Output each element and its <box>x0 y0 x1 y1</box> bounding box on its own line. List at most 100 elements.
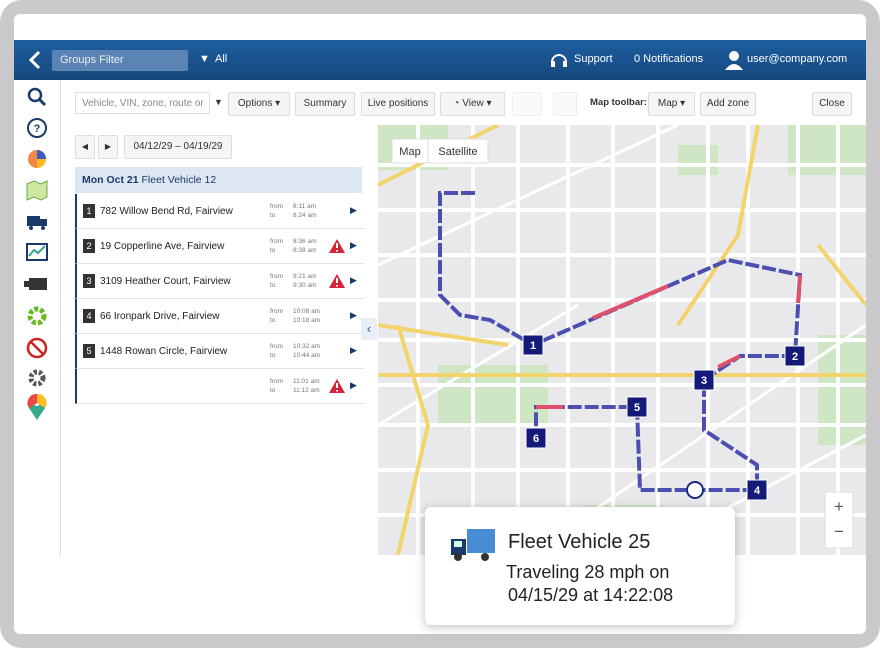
route-alert-segments <box>536 274 802 409</box>
user-account[interactable]: user@company.com <box>747 53 848 65</box>
button-label: Options <box>237 98 273 109</box>
support-link[interactable]: Support <box>574 53 613 65</box>
warning-icon <box>329 239 345 253</box>
stop-marker[interactable] <box>522 334 544 356</box>
top-bar: Groups Filter ▼ All Support 0 Notificati… <box>14 40 866 80</box>
close-button[interactable]: Close <box>812 92 852 116</box>
nav-icon[interactable]: ? <box>27 118 47 138</box>
from-time: 8:36 am <box>293 238 317 245</box>
stop-marker[interactable] <box>525 427 547 449</box>
user-icon <box>725 51 743 70</box>
view-button[interactable]: ◔ View ▾ <box>440 92 505 116</box>
day-header: Mon Oct 21 Fleet Vehicle 12 <box>75 167 362 193</box>
to-time: 10:18 am <box>293 317 321 324</box>
nav-icon[interactable] <box>26 180 48 201</box>
nav-icon[interactable] <box>27 216 47 230</box>
from-label: from <box>270 378 283 385</box>
marker-label: 5 <box>634 402 640 414</box>
options-button[interactable]: Options ▾ <box>228 92 290 116</box>
sidebar: ? <box>14 80 61 555</box>
satellite-tab[interactable]: Satellite <box>438 146 477 158</box>
stop-marker[interactable] <box>693 369 715 391</box>
stop-number: 1 <box>83 204 95 218</box>
warning-icon <box>329 274 345 288</box>
zoom-out[interactable]: − <box>834 522 844 541</box>
zoom-in[interactable]: + <box>834 497 844 516</box>
zoom-control <box>824 491 854 549</box>
row-arrow: ▶ <box>350 345 357 355</box>
to-label: to <box>270 282 276 289</box>
popup-vehicle: Fleet Vehicle 25 <box>508 531 651 553</box>
filter-value[interactable]: All <box>215 53 228 65</box>
stop-row[interactable]: from to 11:01 am 11:12 am ▶ <box>75 369 364 404</box>
to-time: 11:12 am <box>293 387 320 394</box>
marker-label: 1 <box>530 340 536 352</box>
stop-number: 3 <box>83 274 95 288</box>
disabled-button <box>553 92 577 116</box>
from-label: from <box>270 308 283 315</box>
stop-marker[interactable] <box>784 345 806 367</box>
to-time: 9:30 am <box>293 282 317 289</box>
to-time: 8:24 am <box>293 212 317 219</box>
nav-icon[interactable] <box>26 243 48 261</box>
date-range[interactable]: 04/12/29 – 04/19/29 <box>124 135 232 159</box>
stop-row[interactable]: 4 66 Ironpark Drive, Fairview from to 10:08 … <box>75 299 364 334</box>
map-type-button[interactable]: Map ▾ <box>648 92 695 116</box>
stop-row[interactable]: 5 1448 Rowan Circle, Fairview from to 10:32 … <box>75 334 364 369</box>
marker-label: 4 <box>754 485 761 497</box>
search-input[interactable]: Vehicle, VIN, zone, route or <box>75 92 210 114</box>
stop-address: 3109 Heather Court, Fairview <box>100 276 231 287</box>
from-label: from <box>270 273 283 280</box>
nav-icon[interactable] <box>28 150 46 168</box>
next-button[interactable]: ▶ <box>98 135 118 159</box>
nav-icon[interactable] <box>28 369 46 387</box>
map-tab[interactable]: Map <box>399 146 420 158</box>
collapse-handle[interactable]: ‹ <box>361 318 377 340</box>
from-time: 10:08 am <box>293 308 321 315</box>
back-icon[interactable] <box>28 50 42 70</box>
prev-button[interactable]: ◀ <box>75 135 95 159</box>
from-time: 8:11 am <box>293 203 317 210</box>
stop-address: 66 Ironpark Drive, Fairview <box>100 311 220 322</box>
stop-marker[interactable] <box>746 479 768 501</box>
notifications[interactable]: 0 Notifications <box>634 53 704 65</box>
summary-button[interactable]: Summary <box>295 92 355 116</box>
svg-text:?: ? <box>34 123 41 135</box>
sidebar-icons: ? <box>24 87 48 420</box>
stop-row[interactable]: 3 3109 Heather Court, Fairview from to 9:21 … <box>75 264 364 299</box>
stop-row[interactable]: 1 782 Willow Bend Rd, Fairview from to 8:11 … <box>75 194 364 229</box>
header-vehicle: Fleet Vehicle 12 <box>141 174 217 186</box>
add-zone-button[interactable]: Add zone <box>700 92 756 116</box>
stop-number: 4 <box>83 309 95 323</box>
stop-row[interactable]: 2 19 Copperline Ave, Fairview from to 8:36 a… <box>75 229 364 264</box>
marker-label: 6 <box>533 433 539 445</box>
window-dot <box>57 22 65 30</box>
nav-icon[interactable] <box>26 337 48 359</box>
to-label: to <box>270 212 276 219</box>
to-time: 8:38 am <box>293 247 317 254</box>
vehicle-position[interactable] <box>686 481 704 499</box>
nav-icon[interactable] <box>24 278 47 290</box>
stop-address: 19 Copperline Ave, Fairview <box>100 241 225 252</box>
stop-address: 1448 Rowan Circle, Fairview <box>100 346 228 357</box>
stop-marker[interactable] <box>626 396 648 418</box>
live-positions-button[interactable]: Live positions <box>361 92 435 116</box>
from-time: 10:32 am <box>293 343 321 350</box>
nav-icon[interactable] <box>27 393 47 420</box>
search-caret[interactable]: ▼ <box>214 97 223 107</box>
route <box>438 191 803 492</box>
map-toolbar-label: Map toolbar: <box>590 97 647 108</box>
stop-number: 2 <box>83 239 95 253</box>
to-label: to <box>270 317 276 324</box>
truck-icon <box>451 529 495 561</box>
filter-caret[interactable]: ▼ <box>199 53 210 65</box>
groups-filter[interactable]: Groups Filter <box>52 50 188 71</box>
warning-icon <box>329 379 345 393</box>
vehicle-popup: Fleet Vehicle 25 Traveling 28 mph on 04/… <box>425 507 735 625</box>
window-dot <box>27 22 35 30</box>
marker-label: 2 <box>792 351 798 363</box>
from-label: from <box>270 203 283 210</box>
nav-icon[interactable] <box>27 87 47 107</box>
nav-icon[interactable] <box>27 306 47 326</box>
